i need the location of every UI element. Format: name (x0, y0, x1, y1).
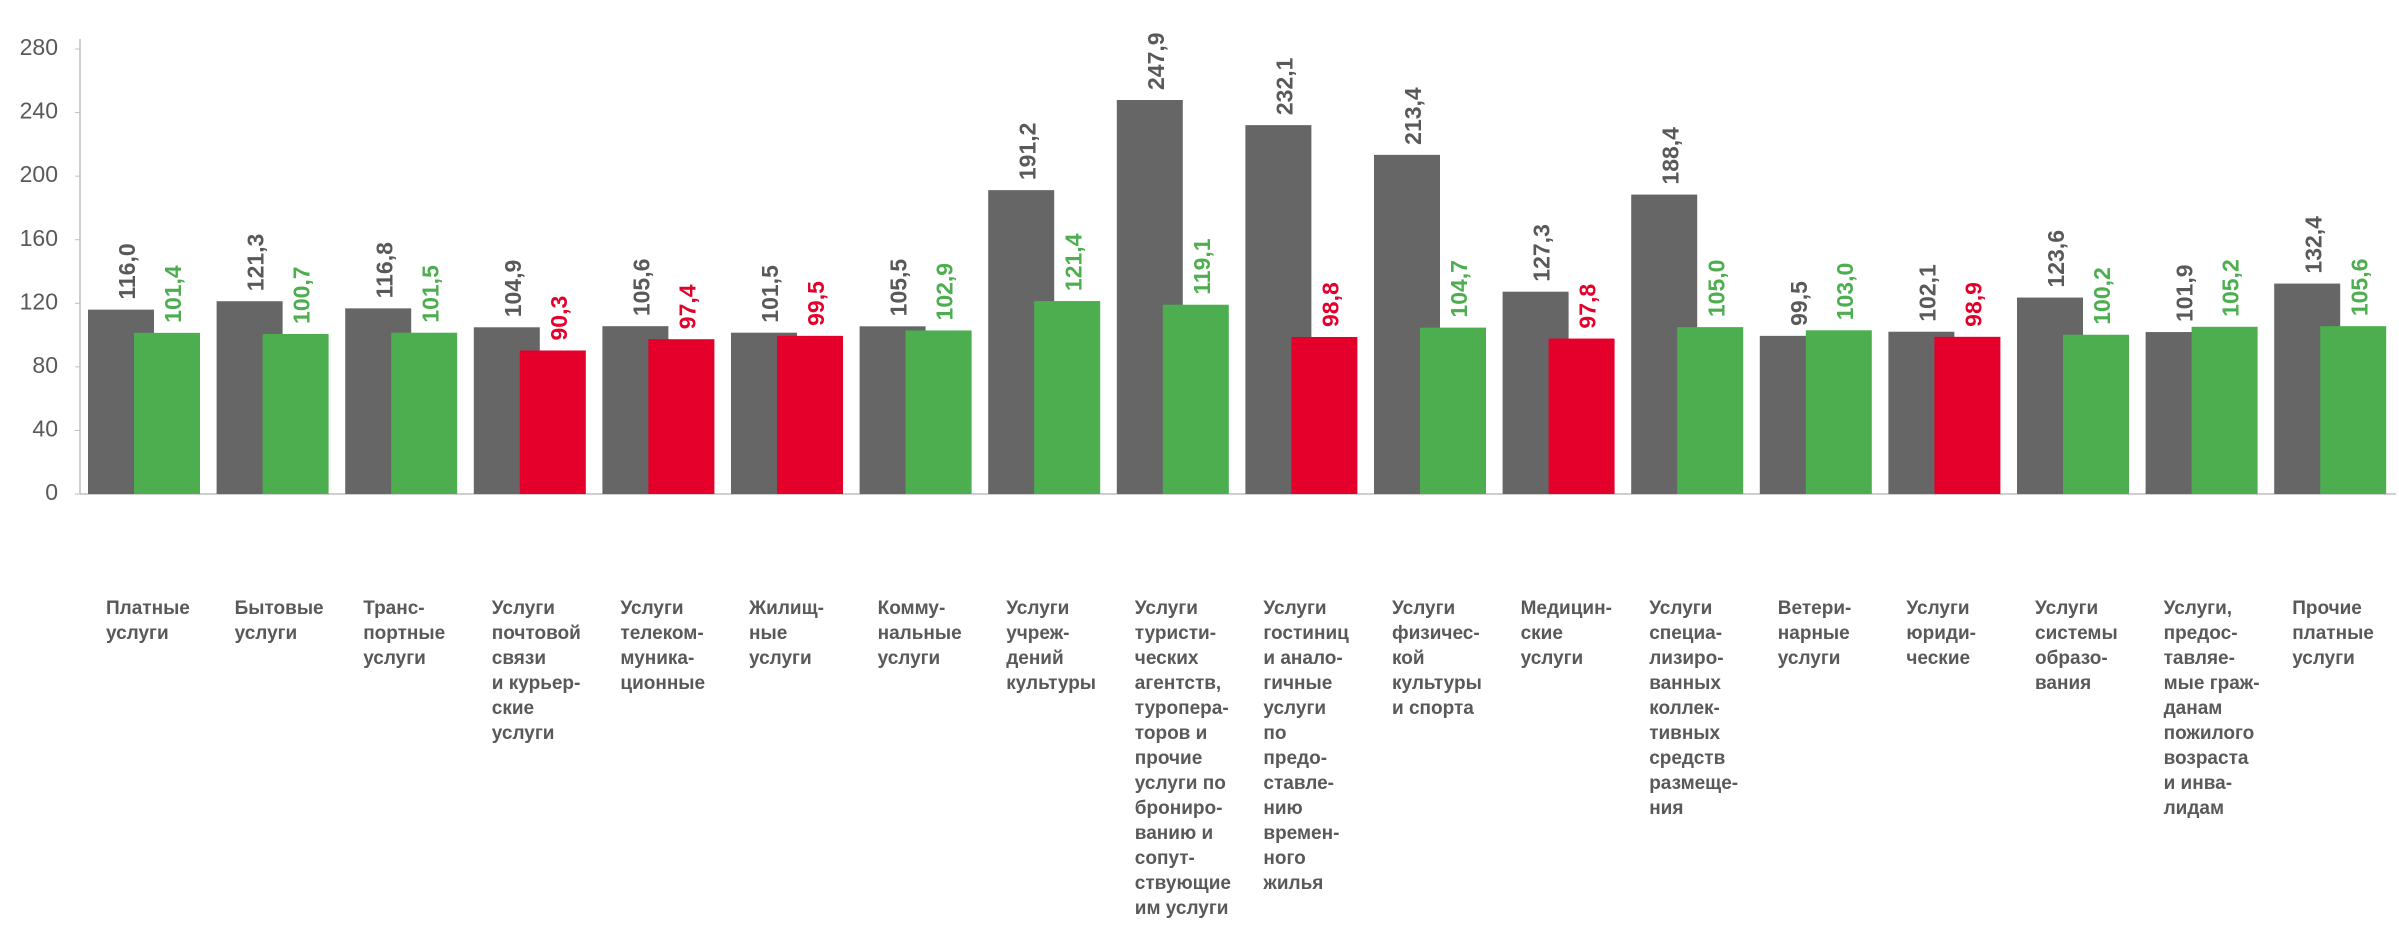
value-label: 99,5 (1786, 281, 1812, 326)
value-label: 100,2 (2089, 267, 2115, 325)
x-tick-label: Транс- портные услуги (363, 598, 446, 669)
y-tick-label: 0 (45, 479, 58, 505)
value-label: 232,1 (1271, 57, 1297, 115)
bar (1548, 338, 1615, 494)
bar (905, 330, 972, 494)
value-label: 121,4 (1060, 233, 1086, 291)
x-tick-label: Комму- нальные услуги (877, 598, 962, 669)
x-tick-label: Услуги системы образо- вания (2035, 598, 2118, 694)
value-label: 105,2 (2218, 259, 2244, 317)
bar (1420, 327, 1486, 494)
bar (391, 332, 458, 494)
value-label: 97,4 (674, 284, 700, 329)
bar (1805, 330, 1872, 494)
value-label: 119,1 (1189, 238, 1215, 294)
value-label: 97,8 (1575, 284, 1601, 329)
y-tick-label: 200 (20, 161, 58, 187)
bar (777, 335, 843, 494)
bar (262, 333, 329, 494)
bar (2191, 326, 2258, 494)
x-tick-label: Ветери- нарные услуги (1777, 598, 1852, 669)
value-label: 101,5 (417, 265, 443, 323)
bar (519, 350, 586, 494)
value-label: 101,5 (757, 265, 783, 323)
x-tick-label: Услуги специа- лизиро- ванных коллек- ти… (1649, 598, 1739, 819)
value-label: 101,4 (160, 265, 186, 323)
value-label: 123,6 (2043, 230, 2069, 288)
value-label: 132,4 (2300, 216, 2326, 274)
x-tick-label: Услуги гостиниц и анало- гичные услуги п… (1263, 598, 1349, 894)
bar (1034, 301, 1101, 494)
value-label: 105,6 (628, 259, 654, 317)
value-label: 247,9 (1143, 32, 1169, 90)
x-tick-label: Жилищ- ные услуги (749, 598, 824, 669)
value-label: 116,0 (114, 243, 140, 299)
value-label: 98,8 (1317, 282, 1343, 327)
value-label: 121,3 (243, 234, 269, 292)
value-label: 105,5 (886, 259, 912, 317)
y-tick-label: 120 (20, 288, 58, 314)
x-tick-label: Платные услуги (106, 598, 190, 644)
value-label: 191,2 (1014, 123, 1040, 181)
x-tick-label: Услуги туристи- ческих агентств, туропер… (1134, 598, 1231, 919)
bar (1677, 327, 1744, 494)
value-label: 105,0 (1703, 260, 1729, 318)
x-tick-label: Бытовые услуги (234, 598, 324, 644)
x-tick-label: Услуги юриди- ческие (1906, 598, 1976, 669)
bar (1162, 304, 1229, 494)
x-tick-label: Услуги, предос- тавляе- мые граж- данам … (2163, 598, 2260, 819)
value-label: 102,9 (932, 263, 958, 321)
value-label: 90,3 (546, 296, 572, 341)
value-label: 103,0 (1832, 263, 1858, 321)
value-label: 213,4 (1400, 87, 1426, 145)
x-tick-label: Медицин- ские услуги (1520, 598, 1612, 669)
y-tick-label: 80 (32, 352, 58, 378)
x-tick-label: Услуги телеком- муника- ционные (620, 598, 706, 694)
value-label: 116,8 (371, 242, 397, 298)
value-label: 127,3 (1529, 224, 1555, 282)
bar (1291, 336, 1358, 494)
value-label: 188,4 (1657, 127, 1683, 185)
x-tick-label: Услуги учреж- дений культуры (1006, 598, 1097, 694)
value-label: 104,9 (500, 260, 526, 318)
value-label: 98,9 (1960, 282, 1986, 327)
y-tick-label: 40 (32, 416, 58, 442)
bar (648, 339, 715, 494)
value-label: 100,7 (289, 266, 315, 324)
value-label: 102,1 (1914, 264, 1940, 322)
value-label: 105,6 (2346, 259, 2372, 317)
y-tick-label: 160 (20, 225, 58, 251)
x-tick-label: Услуги почтовой связи и курьер- ские усл… (491, 598, 581, 744)
bar (134, 332, 200, 494)
x-tick-label: Услуги физичес- кой культуры и спорта (1392, 598, 1482, 719)
value-label: 101,9 (2172, 264, 2198, 322)
value-label: 104,7 (1446, 260, 1472, 318)
x-tick-label: Прочие платные услуги (2292, 598, 2374, 669)
bar (2063, 334, 2129, 494)
bar (2320, 326, 2387, 494)
value-label: 99,5 (803, 281, 829, 326)
bar (1934, 336, 2001, 494)
y-tick-label: 240 (20, 98, 58, 124)
y-tick-label: 280 (20, 34, 58, 60)
